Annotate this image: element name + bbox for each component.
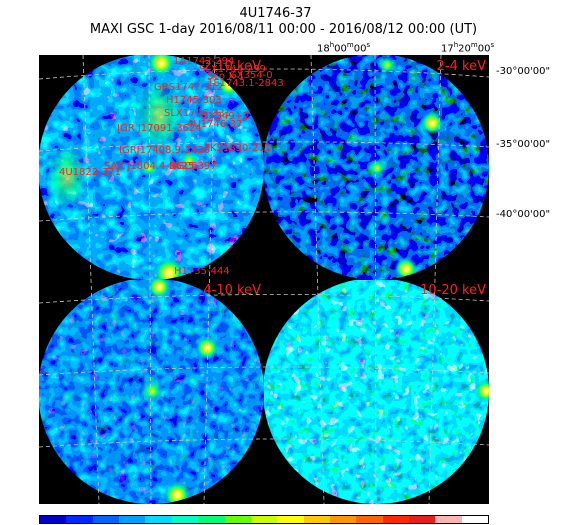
source-label: SLX1744-299 — [199, 64, 266, 75]
colorbar-segment — [119, 516, 146, 523]
source-label: SAX J1804.4-3625 — [104, 161, 194, 172]
dec-label-35: -35°00'00" — [496, 139, 551, 150]
panel-2-10kev-image — [39, 55, 264, 280]
colorbar-segment — [461, 516, 489, 523]
source-label: NGC6397 — [169, 161, 217, 172]
panel-4-10kev-image — [39, 278, 264, 504]
ra-label-17h20m: 17h20m00s — [441, 41, 495, 55]
source-label: 4U1822-371 — [59, 167, 121, 178]
colorbar-segment — [224, 516, 251, 523]
colorbar-segment — [356, 516, 383, 523]
colorbar-segment — [303, 516, 330, 523]
panel-10-20kev-image — [264, 280, 489, 504]
source-label: 1E1743.1-2843 — [207, 78, 284, 89]
panel-label-2-10kev: 2-10 keV — [203, 59, 261, 74]
panel-2-4kev-image — [264, 55, 489, 280]
source-label: 4U1746-37 — [187, 119, 242, 130]
colorbar-segment — [329, 516, 357, 523]
ra-label-18h: 18h00m00s — [317, 41, 371, 55]
source-labels: 1A1742-294 SLX1744-299 Sco X-1 GX354-0 1… — [59, 56, 284, 277]
colorbar-segment — [92, 516, 120, 523]
page-title: 4U1746-37 — [239, 6, 312, 21]
sky-map: 2-10 keV 2-4 keV 4-10 keV 10-20 keV 1A17… — [39, 55, 489, 504]
colorbar-segment — [40, 516, 67, 523]
dec-label-30: -30°00'00" — [496, 66, 551, 77]
panel-label-10-20kev: 10-20 keV — [420, 283, 486, 298]
source-label: IGRJ17408.9-3426 — [119, 145, 210, 156]
sky-map-frame: 2-10 keV 2-4 keV 4-10 keV 10-20 keV 1A17… — [39, 55, 489, 504]
colorbar-segment — [145, 516, 172, 523]
intensity-colorbar — [39, 515, 489, 524]
dec-label-40: -40°00'00" — [496, 209, 551, 220]
panel-label-4-10kev: 4-10 keV — [203, 283, 261, 298]
source-label: GX349+2 — [201, 111, 249, 122]
colorbar-segment — [435, 516, 462, 523]
colorbar-segment — [409, 516, 436, 523]
source-label: PKS1830-211 — [204, 143, 271, 154]
source-label: H1745-303 — [166, 95, 222, 106]
colorbar-segment — [277, 516, 304, 523]
observation-subtitle: MAXI GSC 1-day 2016/08/11 00:00 - 2016/0… — [89, 22, 478, 37]
panel-label-2-4kev: 2-4 keV — [437, 59, 486, 74]
source-label: 1A1742-294 — [173, 56, 234, 67]
panel-labels: 2-10 keV 2-4 keV 4-10 keV 10-20 keV — [203, 59, 486, 298]
colorbar-segment — [250, 516, 278, 523]
source-label: SLX1746-331 — [164, 108, 231, 119]
colorbar-segment — [171, 516, 199, 523]
source-label: GX354-0 — [229, 70, 273, 81]
source-label: GRS1747-312 — [154, 82, 223, 93]
source-label: IGR J17091-3624 — [117, 123, 202, 134]
coordinate-grid — [39, 55, 489, 504]
source-label: H1735-444 — [174, 266, 230, 277]
colorbar-segment — [382, 516, 410, 523]
colorbar-segment — [66, 516, 93, 523]
source-label: Sco X-1 — [207, 71, 244, 82]
colorbar-segment — [198, 516, 225, 523]
